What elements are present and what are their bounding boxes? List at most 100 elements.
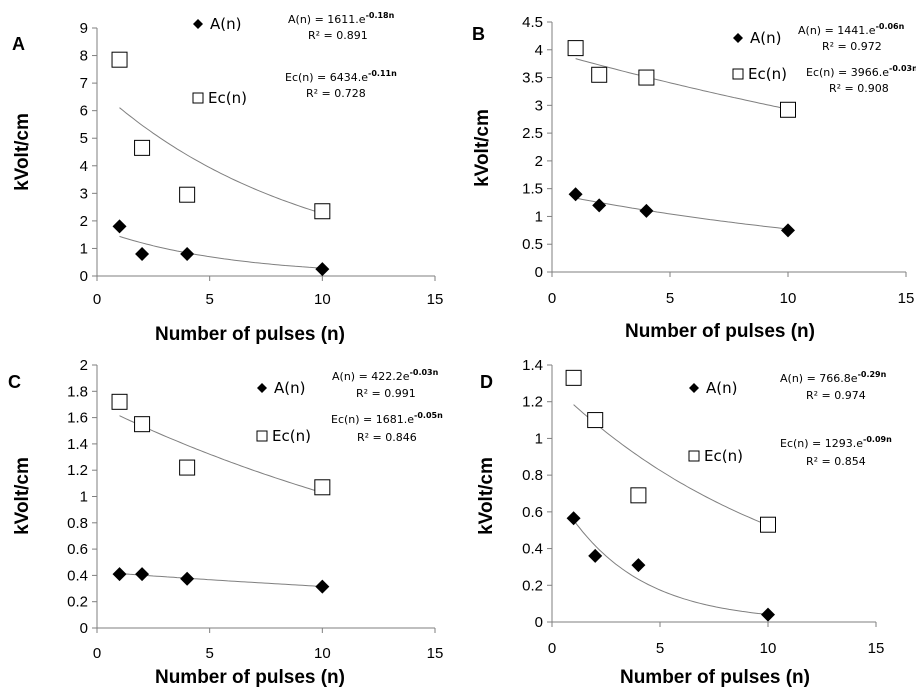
legend-label: A(n) (274, 379, 305, 397)
data-point-square (638, 69, 655, 86)
data-point-square (314, 203, 331, 220)
r-squared: R² = 0.854 (806, 455, 866, 468)
y-tick-label: 5 (80, 130, 88, 147)
data-point-square (111, 51, 128, 68)
x-tick-label: 5 (205, 291, 213, 308)
y-tick-label: 1 (535, 208, 543, 225)
data-point-square (111, 393, 128, 410)
legend-marker-diamond (733, 33, 743, 43)
y-tick-label: 0.8 (522, 467, 543, 484)
y-tick-label: 1.5 (522, 181, 543, 198)
x-tick-label: 15 (427, 645, 444, 662)
data-point-diamond (781, 223, 795, 238)
panel-label: A (12, 34, 25, 54)
data-point-diamond (135, 246, 150, 261)
legend-marker-square (688, 450, 700, 462)
y-tick-label: 0.6 (67, 541, 88, 558)
y-tick-label: 0.8 (67, 515, 88, 532)
x-tick-label: 10 (314, 291, 331, 308)
y-tick-label: 1 (80, 240, 88, 257)
r-squared: R² = 0.846 (357, 431, 417, 444)
chart-panel-a: A 0 1 2 3 4 5 6 7 8 9 0 5 10 15 Number of pulses (n) kVo… (12, 11, 443, 345)
y-tick-label: 2 (80, 357, 88, 374)
legend-label: Ec(n) (272, 427, 311, 445)
x-tick-label: 15 (868, 640, 885, 657)
x-tick-label: 15 (898, 290, 915, 307)
data-point-diamond (112, 567, 127, 582)
y-tick-label: 3.5 (522, 70, 543, 87)
trendline (119, 415, 323, 494)
fit-equation: Ec(n) = 1293.e-0.09n (780, 435, 892, 450)
panel-label: D (480, 372, 493, 392)
y-tick-label: 1.2 (522, 394, 543, 411)
x-tick-label: 10 (314, 645, 331, 662)
y-axis-title: kVolt/cm (12, 457, 33, 535)
legend-marker-square (192, 92, 204, 104)
r-squared: R² = 0.891 (308, 29, 368, 42)
y-tick-label: 2 (80, 213, 88, 230)
fit-equation: A(n) = 1441.e-0.06n (798, 22, 905, 37)
trendline (573, 519, 769, 615)
legend-marker-square (256, 430, 268, 442)
data-point-diamond (568, 187, 583, 202)
data-point-square (780, 101, 796, 118)
y-tick-label: 0.4 (522, 541, 543, 558)
y-tick-label: 1 (80, 489, 88, 506)
data-point-diamond (639, 203, 654, 218)
y-tick-label: 0 (535, 264, 543, 281)
y-tick-label: 1.4 (67, 436, 88, 453)
data-point-square (587, 412, 604, 429)
y-tick-label: 4.5 (522, 14, 543, 31)
trendline (119, 235, 323, 269)
data-point-diamond (592, 198, 607, 213)
legend-label: A(n) (750, 29, 781, 47)
trendline (575, 58, 789, 110)
r-squared: R² = 0.972 (822, 40, 882, 53)
data-point-square (591, 66, 608, 83)
trendline (119, 107, 323, 214)
fit-equation: Ec(n) = 6434.e-0.11n (285, 69, 397, 84)
legend-label: A(n) (706, 379, 737, 397)
y-tick-label: 4 (80, 158, 88, 175)
x-tick-label: 0 (548, 290, 556, 307)
legend-label: Ec(n) (704, 447, 743, 465)
y-tick-label: 0.2 (522, 577, 543, 594)
y-tick-label: 2.5 (522, 125, 543, 142)
y-tick-label: 0.5 (522, 236, 543, 253)
data-point-square (567, 40, 584, 57)
data-point-diamond (315, 262, 330, 277)
y-tick-label: 3 (535, 97, 543, 114)
x-tick-label: 0 (93, 645, 101, 662)
y-tick-label: 7 (80, 75, 88, 92)
x-tick-label: 5 (205, 645, 213, 662)
r-squared: R² = 0.728 (306, 87, 366, 100)
fit-equation: A(n) = 422.2e-0.03n (332, 368, 439, 383)
data-point-diamond (180, 571, 195, 586)
fit-equation: A(n) = 1611.e-0.18n (288, 11, 395, 26)
data-point-square (760, 516, 776, 533)
y-tick-label: 0 (80, 620, 88, 637)
chart-panel-b: B 0 0.5 1 1.5 2 2.5 3 3.5 4 4.5 0 5 10 15 Number of pul… (472, 14, 916, 342)
chart-panel-c: C 0 0.2 0.4 0.6 0.8 1 1.2 1.4 1.6 1.8 2 0 5 10 15 Number… (8, 357, 443, 688)
y-axis-title: kVolt/cm (476, 457, 497, 535)
panel-label: C (8, 372, 21, 392)
y-tick-label: 1.6 (67, 410, 88, 427)
y-axis-title: kVolt/cm (12, 113, 33, 191)
data-point-square (630, 487, 647, 504)
legend-marker-diamond (689, 383, 699, 393)
legend-marker-diamond (257, 383, 267, 393)
y-tick-label: 0 (535, 614, 543, 631)
y-tick-label: 1.2 (67, 462, 88, 479)
x-tick-label: 15 (427, 291, 444, 308)
fit-equation: A(n) = 766.8e-0.29n (780, 370, 887, 385)
x-tick-label: 10 (780, 290, 797, 307)
legend-label: Ec(n) (208, 89, 247, 107)
y-tick-label: 2 (535, 153, 543, 170)
data-point-diamond (112, 219, 127, 234)
trendline (575, 197, 789, 230)
legend-marker-square (732, 68, 744, 80)
trendline (573, 404, 769, 526)
x-tick-label: 5 (666, 290, 674, 307)
data-point-square (565, 369, 582, 386)
data-point-square (134, 416, 151, 433)
